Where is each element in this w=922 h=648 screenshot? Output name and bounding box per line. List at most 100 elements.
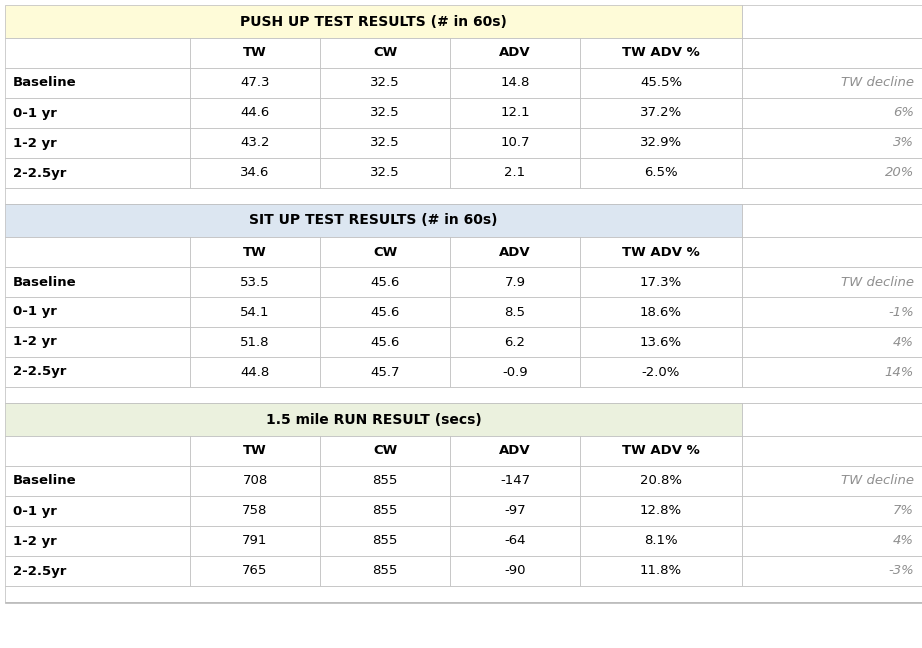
Bar bbox=[742, 556, 922, 586]
Bar bbox=[190, 38, 320, 68]
Bar bbox=[450, 237, 580, 267]
Bar bbox=[5, 466, 190, 496]
Text: 32.5: 32.5 bbox=[371, 137, 400, 150]
Text: CW: CW bbox=[372, 47, 397, 60]
Text: -90: -90 bbox=[504, 564, 526, 577]
Text: 12.1: 12.1 bbox=[501, 106, 530, 119]
Text: 51.8: 51.8 bbox=[241, 336, 270, 349]
Text: Baseline: Baseline bbox=[13, 275, 77, 288]
Bar bbox=[5, 556, 190, 586]
Text: 0-1 yr: 0-1 yr bbox=[13, 106, 57, 119]
Text: 2-2.5yr: 2-2.5yr bbox=[13, 167, 66, 179]
Bar bbox=[5, 297, 190, 327]
Text: 12.8%: 12.8% bbox=[640, 505, 682, 518]
Bar bbox=[190, 297, 320, 327]
Bar bbox=[5, 496, 190, 526]
Bar bbox=[190, 237, 320, 267]
Bar bbox=[580, 267, 742, 297]
Bar bbox=[742, 158, 922, 188]
Bar bbox=[5, 237, 190, 267]
Bar bbox=[5, 586, 922, 602]
Text: 53.5: 53.5 bbox=[241, 275, 270, 288]
Text: 45.6: 45.6 bbox=[371, 275, 400, 288]
Bar bbox=[742, 436, 922, 466]
Bar bbox=[190, 357, 320, 387]
Bar bbox=[5, 403, 742, 436]
Text: 20.8%: 20.8% bbox=[640, 474, 682, 487]
Bar bbox=[190, 436, 320, 466]
Bar bbox=[320, 128, 450, 158]
Text: 6.2: 6.2 bbox=[504, 336, 526, 349]
Bar bbox=[450, 466, 580, 496]
Bar bbox=[742, 327, 922, 357]
Text: 34.6: 34.6 bbox=[241, 167, 270, 179]
Bar bbox=[742, 297, 922, 327]
Text: PUSH UP TEST RESULTS (# in 60s): PUSH UP TEST RESULTS (# in 60s) bbox=[240, 14, 507, 29]
Text: 8.5: 8.5 bbox=[504, 305, 526, 319]
Text: CW: CW bbox=[372, 445, 397, 457]
Text: 1-2 yr: 1-2 yr bbox=[13, 137, 57, 150]
Bar bbox=[5, 68, 190, 98]
Text: 0-1 yr: 0-1 yr bbox=[13, 305, 57, 319]
Text: 765: 765 bbox=[242, 564, 267, 577]
Bar bbox=[742, 38, 922, 68]
Bar bbox=[580, 297, 742, 327]
Text: -97: -97 bbox=[504, 505, 526, 518]
Text: 32.5: 32.5 bbox=[371, 106, 400, 119]
Bar bbox=[450, 128, 580, 158]
Text: ADV: ADV bbox=[499, 246, 531, 259]
Text: 2-2.5yr: 2-2.5yr bbox=[13, 564, 66, 577]
Text: 45.7: 45.7 bbox=[371, 365, 400, 378]
Text: 17.3%: 17.3% bbox=[640, 275, 682, 288]
Bar bbox=[742, 496, 922, 526]
Text: ADV: ADV bbox=[499, 47, 531, 60]
Text: 855: 855 bbox=[372, 474, 397, 487]
Bar bbox=[580, 237, 742, 267]
Text: 6.5%: 6.5% bbox=[644, 167, 678, 179]
Bar bbox=[190, 556, 320, 586]
Bar bbox=[742, 128, 922, 158]
Text: Baseline: Baseline bbox=[13, 474, 77, 487]
Bar bbox=[450, 98, 580, 128]
Bar bbox=[742, 237, 922, 267]
Bar bbox=[450, 267, 580, 297]
Text: 8.1%: 8.1% bbox=[644, 535, 678, 548]
Bar bbox=[450, 297, 580, 327]
Bar bbox=[190, 128, 320, 158]
Text: TW: TW bbox=[243, 246, 266, 259]
Bar bbox=[450, 526, 580, 556]
Bar bbox=[742, 403, 922, 436]
Bar bbox=[5, 267, 190, 297]
Bar bbox=[320, 158, 450, 188]
Text: 47.3: 47.3 bbox=[241, 76, 270, 89]
Text: 13.6%: 13.6% bbox=[640, 336, 682, 349]
Bar bbox=[5, 188, 922, 204]
Bar bbox=[190, 158, 320, 188]
Bar bbox=[190, 68, 320, 98]
Text: 1.5 mile RUN RESULT (secs): 1.5 mile RUN RESULT (secs) bbox=[266, 413, 481, 426]
Bar bbox=[5, 98, 190, 128]
Bar bbox=[5, 5, 742, 38]
Text: 6%: 6% bbox=[893, 106, 914, 119]
Bar bbox=[190, 98, 320, 128]
Text: TW decline: TW decline bbox=[841, 275, 914, 288]
Text: 4%: 4% bbox=[893, 336, 914, 349]
Bar bbox=[320, 496, 450, 526]
Bar bbox=[190, 267, 320, 297]
Bar bbox=[320, 237, 450, 267]
Text: -2.0%: -2.0% bbox=[642, 365, 680, 378]
Bar bbox=[742, 357, 922, 387]
Text: 54.1: 54.1 bbox=[241, 305, 270, 319]
Text: -147: -147 bbox=[500, 474, 530, 487]
Bar bbox=[742, 204, 922, 237]
Text: TW decline: TW decline bbox=[841, 474, 914, 487]
Bar bbox=[320, 436, 450, 466]
Text: CW: CW bbox=[372, 246, 397, 259]
Bar bbox=[580, 128, 742, 158]
Text: 45.6: 45.6 bbox=[371, 305, 400, 319]
Bar bbox=[742, 526, 922, 556]
Bar bbox=[5, 327, 190, 357]
Text: 758: 758 bbox=[242, 505, 267, 518]
Bar bbox=[450, 436, 580, 466]
Bar bbox=[580, 327, 742, 357]
